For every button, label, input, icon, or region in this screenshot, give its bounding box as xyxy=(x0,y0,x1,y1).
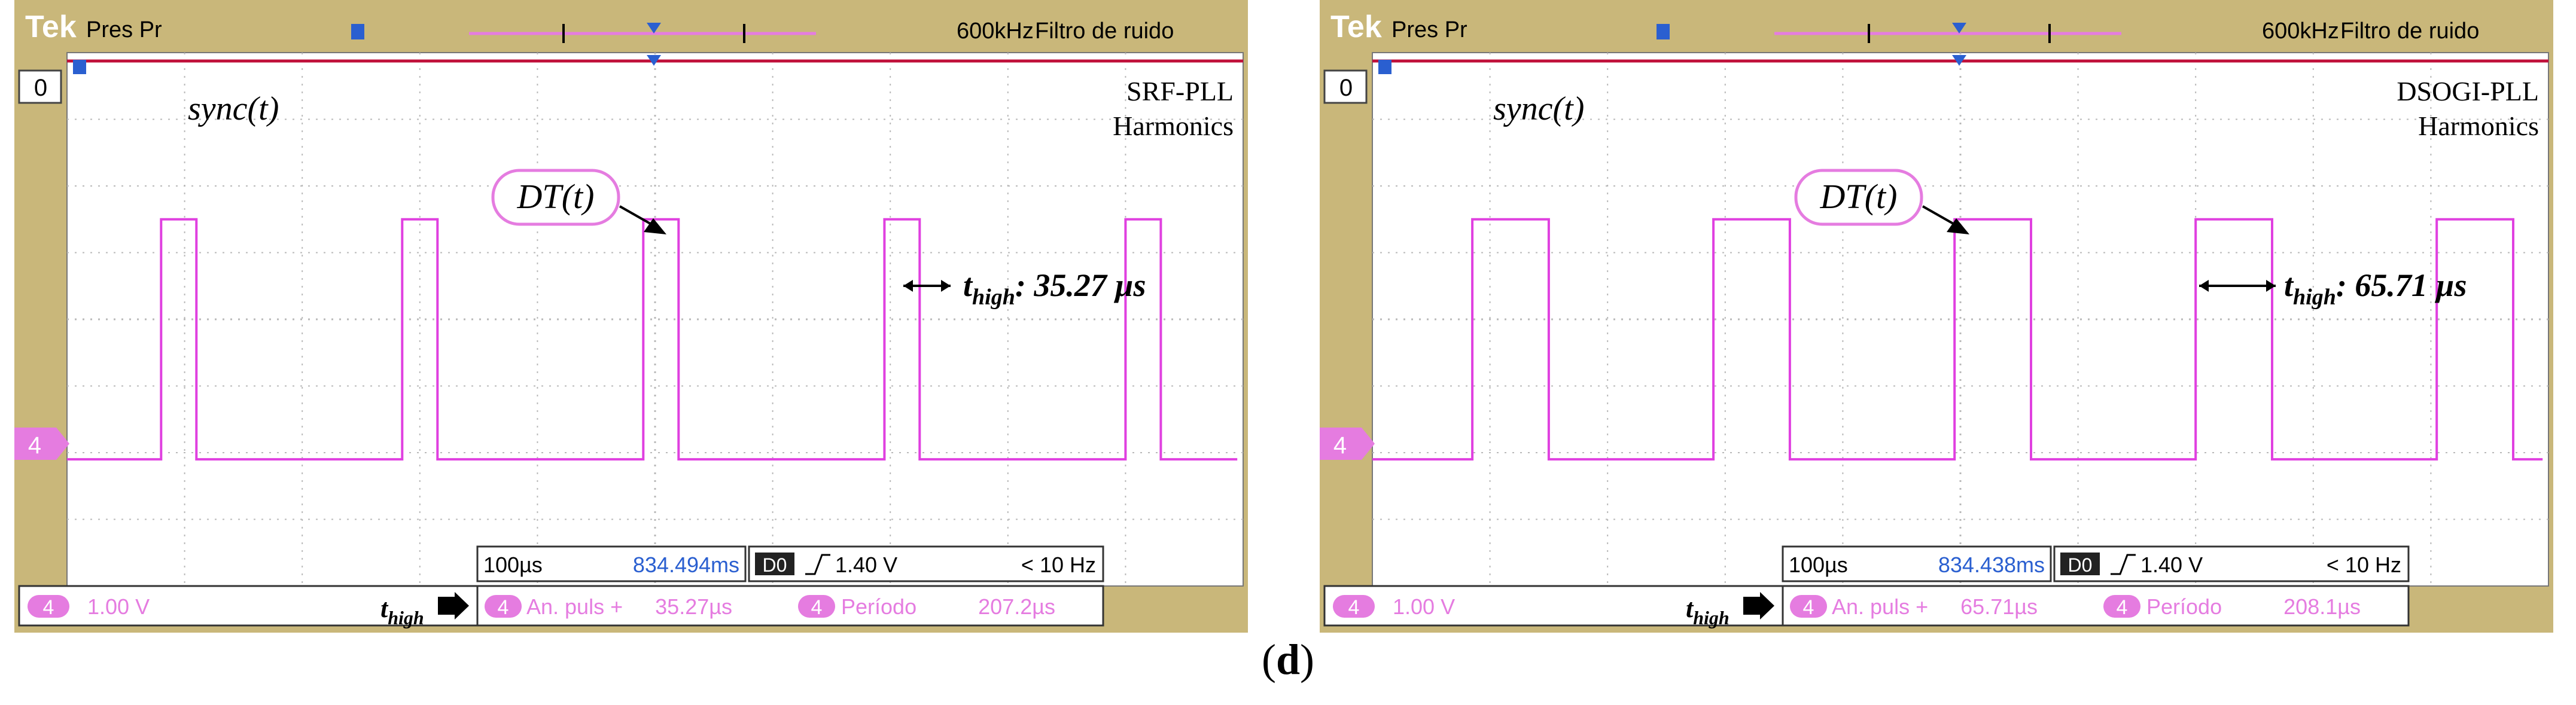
t-high-pointer-label: thigh xyxy=(1686,594,1729,628)
trigger-box xyxy=(748,545,1104,582)
record-position-icon xyxy=(647,23,661,33)
t-high-pointer-label: thigh xyxy=(380,594,424,628)
condition-label: Harmonics xyxy=(1113,111,1234,141)
dt-label-box xyxy=(1794,169,1923,226)
dt-label: DT(t) xyxy=(517,177,595,216)
oscilloscope-left: Tek Pres Pr 600kHz Filtro de ruido 0 4 s… xyxy=(14,0,1248,633)
t-high-annotation: thigh: 35.27 µs xyxy=(963,267,1146,310)
record-position-icon xyxy=(1952,23,1966,33)
horizontal-position: 834.494ms xyxy=(633,553,739,577)
measure1-label: An. puls + xyxy=(526,594,623,619)
trigger-source: D0 xyxy=(763,554,787,576)
ground-0-marker xyxy=(18,69,62,104)
measure1-channel-badge xyxy=(1790,595,1827,618)
volts-per-div: 1.00 V xyxy=(87,594,150,619)
trigger-level: 1.40 V xyxy=(2140,553,2203,577)
trigger-slope-icon xyxy=(805,554,830,575)
timebase: 100µs xyxy=(483,553,543,577)
trigger-slope-icon xyxy=(2111,554,2136,575)
ground-0-label: 0 xyxy=(1339,75,1353,101)
trigger-position-icon xyxy=(351,24,364,39)
channel-4-marker xyxy=(14,428,69,460)
dt-arrow-icon xyxy=(644,218,666,234)
status-bar: 100µs 834.438ms D0 1.40 V < 10 Hz 4 1.00… xyxy=(1323,545,2410,628)
trigger-level-icon xyxy=(73,60,86,74)
timebase: 100µs xyxy=(1789,553,1848,577)
algorithm-label: DSOGI-PLL xyxy=(2397,76,2539,106)
filter-label: Filtro de ruido xyxy=(2340,19,2479,44)
graticule xyxy=(66,52,1244,587)
grid xyxy=(1372,53,2548,586)
channel-number: 4 xyxy=(43,596,54,619)
measure1-channel: 4 xyxy=(498,596,509,619)
trigger-source-badge xyxy=(755,553,794,575)
measure1-value: 35.27µs xyxy=(655,594,732,619)
trigger-box xyxy=(2053,545,2410,582)
measure1-channel: 4 xyxy=(1803,596,1814,619)
channel-box xyxy=(1323,585,1784,627)
status-bar: 100µs 834.494ms D0 1.40 V < 10 Hz 4 1.00… xyxy=(18,545,1104,628)
channel-number: 4 xyxy=(1348,596,1360,619)
measure2-label: Período xyxy=(2146,594,2222,619)
figure-letter: d xyxy=(1275,636,1301,683)
dt-label: DT(t) xyxy=(1820,177,1898,216)
timebase-box xyxy=(476,545,747,582)
trigger-marker-icon xyxy=(1952,55,1966,66)
grid xyxy=(67,53,1243,586)
measurement-box xyxy=(1782,585,2410,627)
channel-4-label: 4 xyxy=(1333,432,1347,459)
filter-label: Filtro de ruido xyxy=(1035,19,1174,44)
channel-badge xyxy=(28,595,69,618)
trigger-source: D0 xyxy=(2068,554,2093,576)
measure1-value: 65.71µs xyxy=(1960,594,2038,619)
trace-channel-4 xyxy=(67,218,1238,461)
timebase-box xyxy=(1782,545,2052,582)
channel-box xyxy=(18,585,479,627)
t-high-double-arrow-icon xyxy=(903,280,951,292)
channel-4-label: 4 xyxy=(28,432,41,459)
trigger-source-badge xyxy=(2060,553,2100,575)
signal-label: sync(t) xyxy=(188,90,279,127)
acq-mode: Pres Pr xyxy=(1391,17,1467,42)
trigger-level-icon xyxy=(1378,60,1391,74)
measure1-label: An. puls + xyxy=(1832,594,1928,619)
measure1-channel-badge xyxy=(485,595,522,618)
measure2-channel: 4 xyxy=(2117,596,2128,619)
t-high-double-arrow-icon xyxy=(2199,280,2276,292)
condition-label: Harmonics xyxy=(2418,111,2539,141)
volts-per-div: 1.00 V xyxy=(1393,594,1455,619)
measure2-channel-badge xyxy=(2103,595,2140,618)
acq-mode: Pres Pr xyxy=(86,17,162,42)
channel-badge xyxy=(1333,595,1375,618)
trigger-position-icon xyxy=(1657,24,1670,39)
brand-logo: Tek xyxy=(1330,10,1382,44)
dt-label-box xyxy=(491,169,620,226)
measure2-label: Período xyxy=(841,594,916,619)
measure2-value: 207.2µs xyxy=(978,594,1055,619)
horizontal-position: 834.438ms xyxy=(1938,553,2045,577)
oscilloscope-right: Tek Pres Pr 600kHz Filtro de ruido 0 4 s… xyxy=(1320,0,2553,633)
bandwidth: 600kHz xyxy=(957,19,1034,44)
measurement-box xyxy=(476,585,1104,627)
t-high-annotation: thigh: 65.71 µs xyxy=(2284,267,2467,310)
brand-logo: Tek xyxy=(25,10,77,44)
measure2-channel-badge xyxy=(798,595,835,618)
bandwidth: 600kHz xyxy=(2262,19,2339,44)
measure2-value: 208.1µs xyxy=(2283,594,2361,619)
trigger-marker-icon xyxy=(647,55,661,66)
ground-0-marker xyxy=(1323,69,1368,104)
trigger-frequency: < 10 Hz xyxy=(1021,553,1096,577)
t-high-pointer-icon xyxy=(438,592,469,619)
channel-4-marker xyxy=(1320,428,1375,460)
t-high-pointer-icon xyxy=(1743,592,1774,619)
algorithm-label: SRF-PLL xyxy=(1126,76,1234,106)
trace-channel-4 xyxy=(1372,218,2543,461)
signal-label: sync(t) xyxy=(1493,90,1584,127)
ground-0-label: 0 xyxy=(34,75,47,101)
figure-label: (d) xyxy=(1261,636,1314,683)
dt-arrow-icon xyxy=(1947,218,1969,234)
trigger-level: 1.40 V xyxy=(835,553,897,577)
measure2-channel: 4 xyxy=(811,596,823,619)
trigger-frequency: < 10 Hz xyxy=(2327,553,2401,577)
